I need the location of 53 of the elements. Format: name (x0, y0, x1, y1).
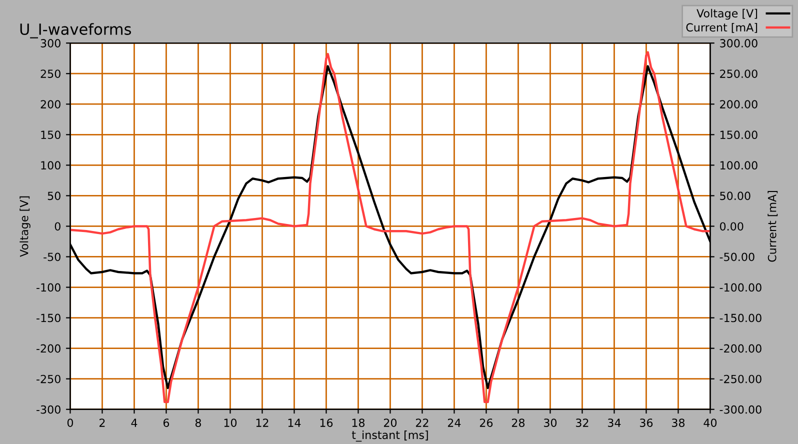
y2-tick-label: 150.00 (720, 130, 758, 140)
x-tick-label: 40 (704, 418, 717, 427)
y2-tick-label: 200.00 (720, 100, 758, 108)
y2-tick-label: -50.00 (720, 252, 754, 262)
y-tick-label: 100 (41, 161, 60, 170)
y-tick-label: 300 (40, 39, 60, 48)
y-tick-label: 200 (40, 100, 60, 108)
x-tick-label: 30 (544, 418, 557, 427)
y2-axis-title: Current [mA] (768, 190, 778, 262)
y-tick-label: -50 (44, 252, 60, 262)
y2-tick-label: -250.00 (720, 374, 762, 384)
chart-title: U_I-waveforms (20, 23, 131, 38)
x-tick-label: 18 (352, 418, 365, 427)
x-tick-label: 24 (448, 418, 461, 427)
x-tick-label: 22 (416, 418, 428, 427)
x-tick-label: 0 (67, 418, 74, 427)
x-tick-label: 38 (672, 418, 685, 427)
y2-tick-label: 100.00 (720, 161, 758, 170)
x-tick-label: 14 (288, 418, 301, 427)
x-tick-label: 20 (384, 418, 397, 427)
legend-label: Voltage [V] (696, 8, 758, 20)
x-tick-label: 16 (320, 418, 333, 427)
y-tick-label: -200 (36, 344, 60, 353)
y2-tick-label: -150.00 (720, 314, 762, 322)
y-tick-label: -100 (36, 283, 60, 292)
x-tick-label: 36 (640, 418, 653, 427)
x-tick-label: 26 (480, 418, 493, 427)
y2-tick-label: 300.00 (720, 39, 758, 48)
y2-tick-label: -300.00 (720, 405, 762, 414)
x-tick-label: 8 (195, 418, 201, 427)
y-tick-label: -150 (36, 314, 60, 322)
y-tick-label: 50 (48, 192, 60, 200)
y2-tick-label: 250.00 (720, 70, 758, 78)
y-tick-label: 250 (40, 70, 60, 78)
y2-tick-label: -100.00 (720, 283, 762, 292)
x-tick-label: 12 (256, 418, 268, 427)
x-tick-label: 34 (608, 418, 621, 427)
y-tick-label: 150 (41, 130, 60, 140)
x-axis-title: t_instant [ms] (352, 430, 428, 442)
legend-label: Current [mA] (686, 22, 758, 33)
y-axis-title: Voltage [V] (20, 196, 30, 257)
x-tick-label: 10 (224, 418, 237, 427)
y2-tick-label: 50.00 (720, 192, 750, 200)
y-tick-label: 0 (54, 222, 60, 231)
x-tick-label: 28 (512, 418, 525, 427)
x-tick-label: 4 (131, 418, 138, 427)
y-tick-label: -300 (36, 405, 60, 414)
y2-tick-label: -200.00 (720, 344, 762, 353)
y-tick-label: -250 (36, 374, 60, 384)
x-tick-label: 2 (100, 418, 105, 427)
y2-tick-label: 0.00 (720, 222, 744, 231)
x-tick-label: 32 (576, 418, 588, 427)
x-tick-label: 6 (163, 418, 170, 427)
